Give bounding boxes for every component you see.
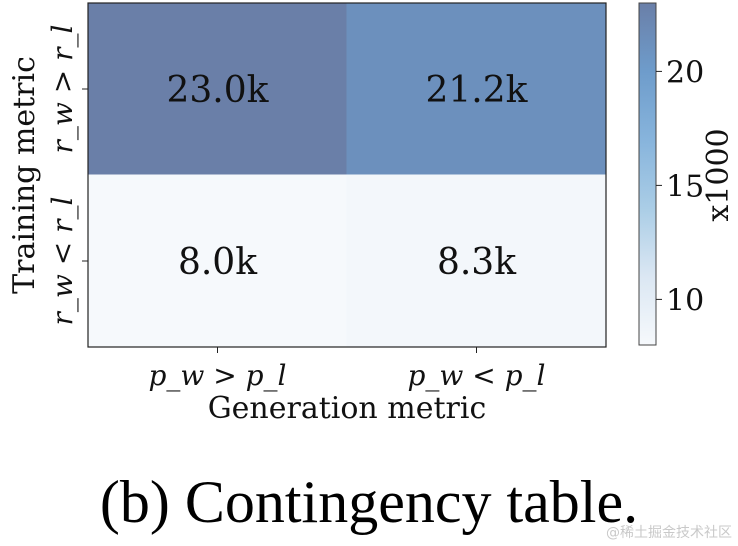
heatmap-cell: [87, 174, 348, 348]
cell-value-label: 21.2k: [426, 70, 529, 111]
colorbar-tick-label: 10: [666, 283, 704, 318]
x-tick-label: p_w < p_l: [407, 359, 545, 392]
colorbar-tick-label: 15: [666, 169, 704, 204]
heatmap-cell: [346, 174, 607, 348]
y-axis-label: Training metric: [7, 56, 42, 294]
cell-value-label: 23.0k: [167, 70, 270, 111]
watermark: @稀土掘金技术社区: [606, 525, 732, 541]
heatmap-cell: [346, 2, 607, 176]
y-tick-label: r_w > r_l: [46, 25, 79, 154]
plot-frame: [87, 2, 607, 348]
colorbar-tick-label: 20: [666, 55, 704, 90]
heatmap-cell: [87, 2, 348, 176]
y-tick-label: r_w < r_l: [46, 197, 79, 326]
colorbar: [638, 2, 657, 346]
colorbar-label: x1000: [701, 128, 736, 221]
x-axis-label: Generation metric: [208, 391, 487, 426]
cell-value-label: 8.0k: [178, 242, 258, 283]
cell-value-label: 8.3k: [437, 242, 517, 283]
x-tick-label: p_w > p_l: [148, 359, 286, 392]
figure-caption: (b) Contingency table.: [99, 469, 639, 535]
